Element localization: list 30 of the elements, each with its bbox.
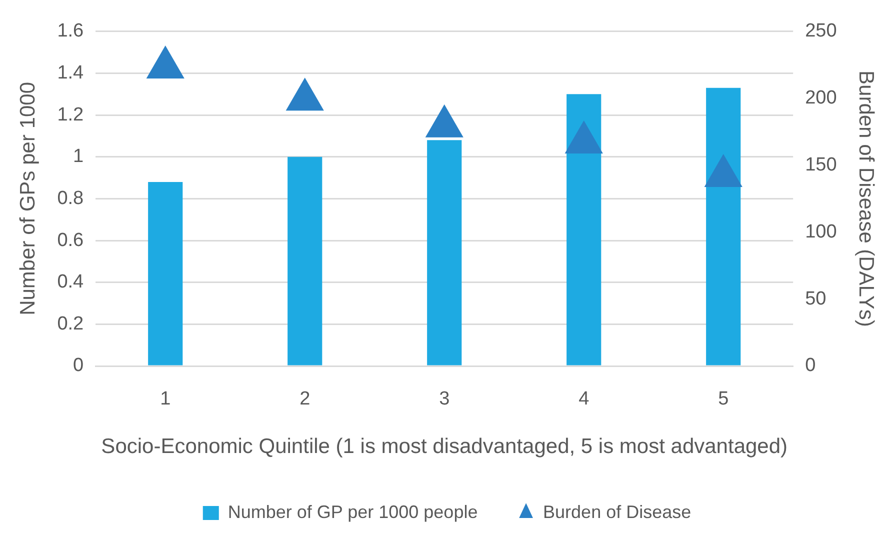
x-tick-label: 3: [439, 388, 450, 410]
x-tick-label: 1: [160, 388, 171, 410]
y-tick-label: 0.6: [57, 230, 84, 251]
bar: [427, 140, 462, 366]
y-tick-label: 0: [73, 355, 84, 376]
legend-label: Burden of Disease: [543, 502, 692, 522]
y-axis-title: Number of GPs per 1000: [16, 82, 40, 316]
bar: [566, 94, 602, 366]
y2-tick-label: 0: [805, 355, 816, 376]
y-tick-label: 0.4: [57, 272, 84, 293]
y2-tick-label: 250: [805, 20, 837, 42]
y-tick-label: 1.6: [57, 20, 84, 42]
y2-axis-title: Burden of Disease (DALYs): [854, 70, 878, 327]
y-tick-label: 1: [73, 146, 84, 168]
x-tick-label: 2: [300, 388, 310, 410]
bar: [148, 182, 183, 366]
bar: [706, 88, 741, 366]
y2-tick-label: 50: [805, 288, 826, 310]
bar: [288, 156, 322, 366]
legend-label: Number of GP per 1000 people: [228, 502, 478, 522]
x-tick-label: 4: [578, 388, 590, 410]
y2-tick-label: 150: [805, 154, 837, 176]
x-tick-label: 5: [718, 388, 729, 410]
y-tick-label: 1.2: [57, 104, 84, 126]
y-tick-label: 0.2: [57, 313, 84, 334]
x-axis-title: Socio-Economic Quintile (1 is most disadvantaged, 5 is most advantaged): [101, 435, 788, 458]
y2-tick-label: 100: [805, 221, 837, 242]
y-tick-label: 0.8: [57, 188, 84, 209]
y2-tick-label: 200: [805, 88, 837, 109]
y-tick-label: 1.4: [57, 62, 84, 84]
